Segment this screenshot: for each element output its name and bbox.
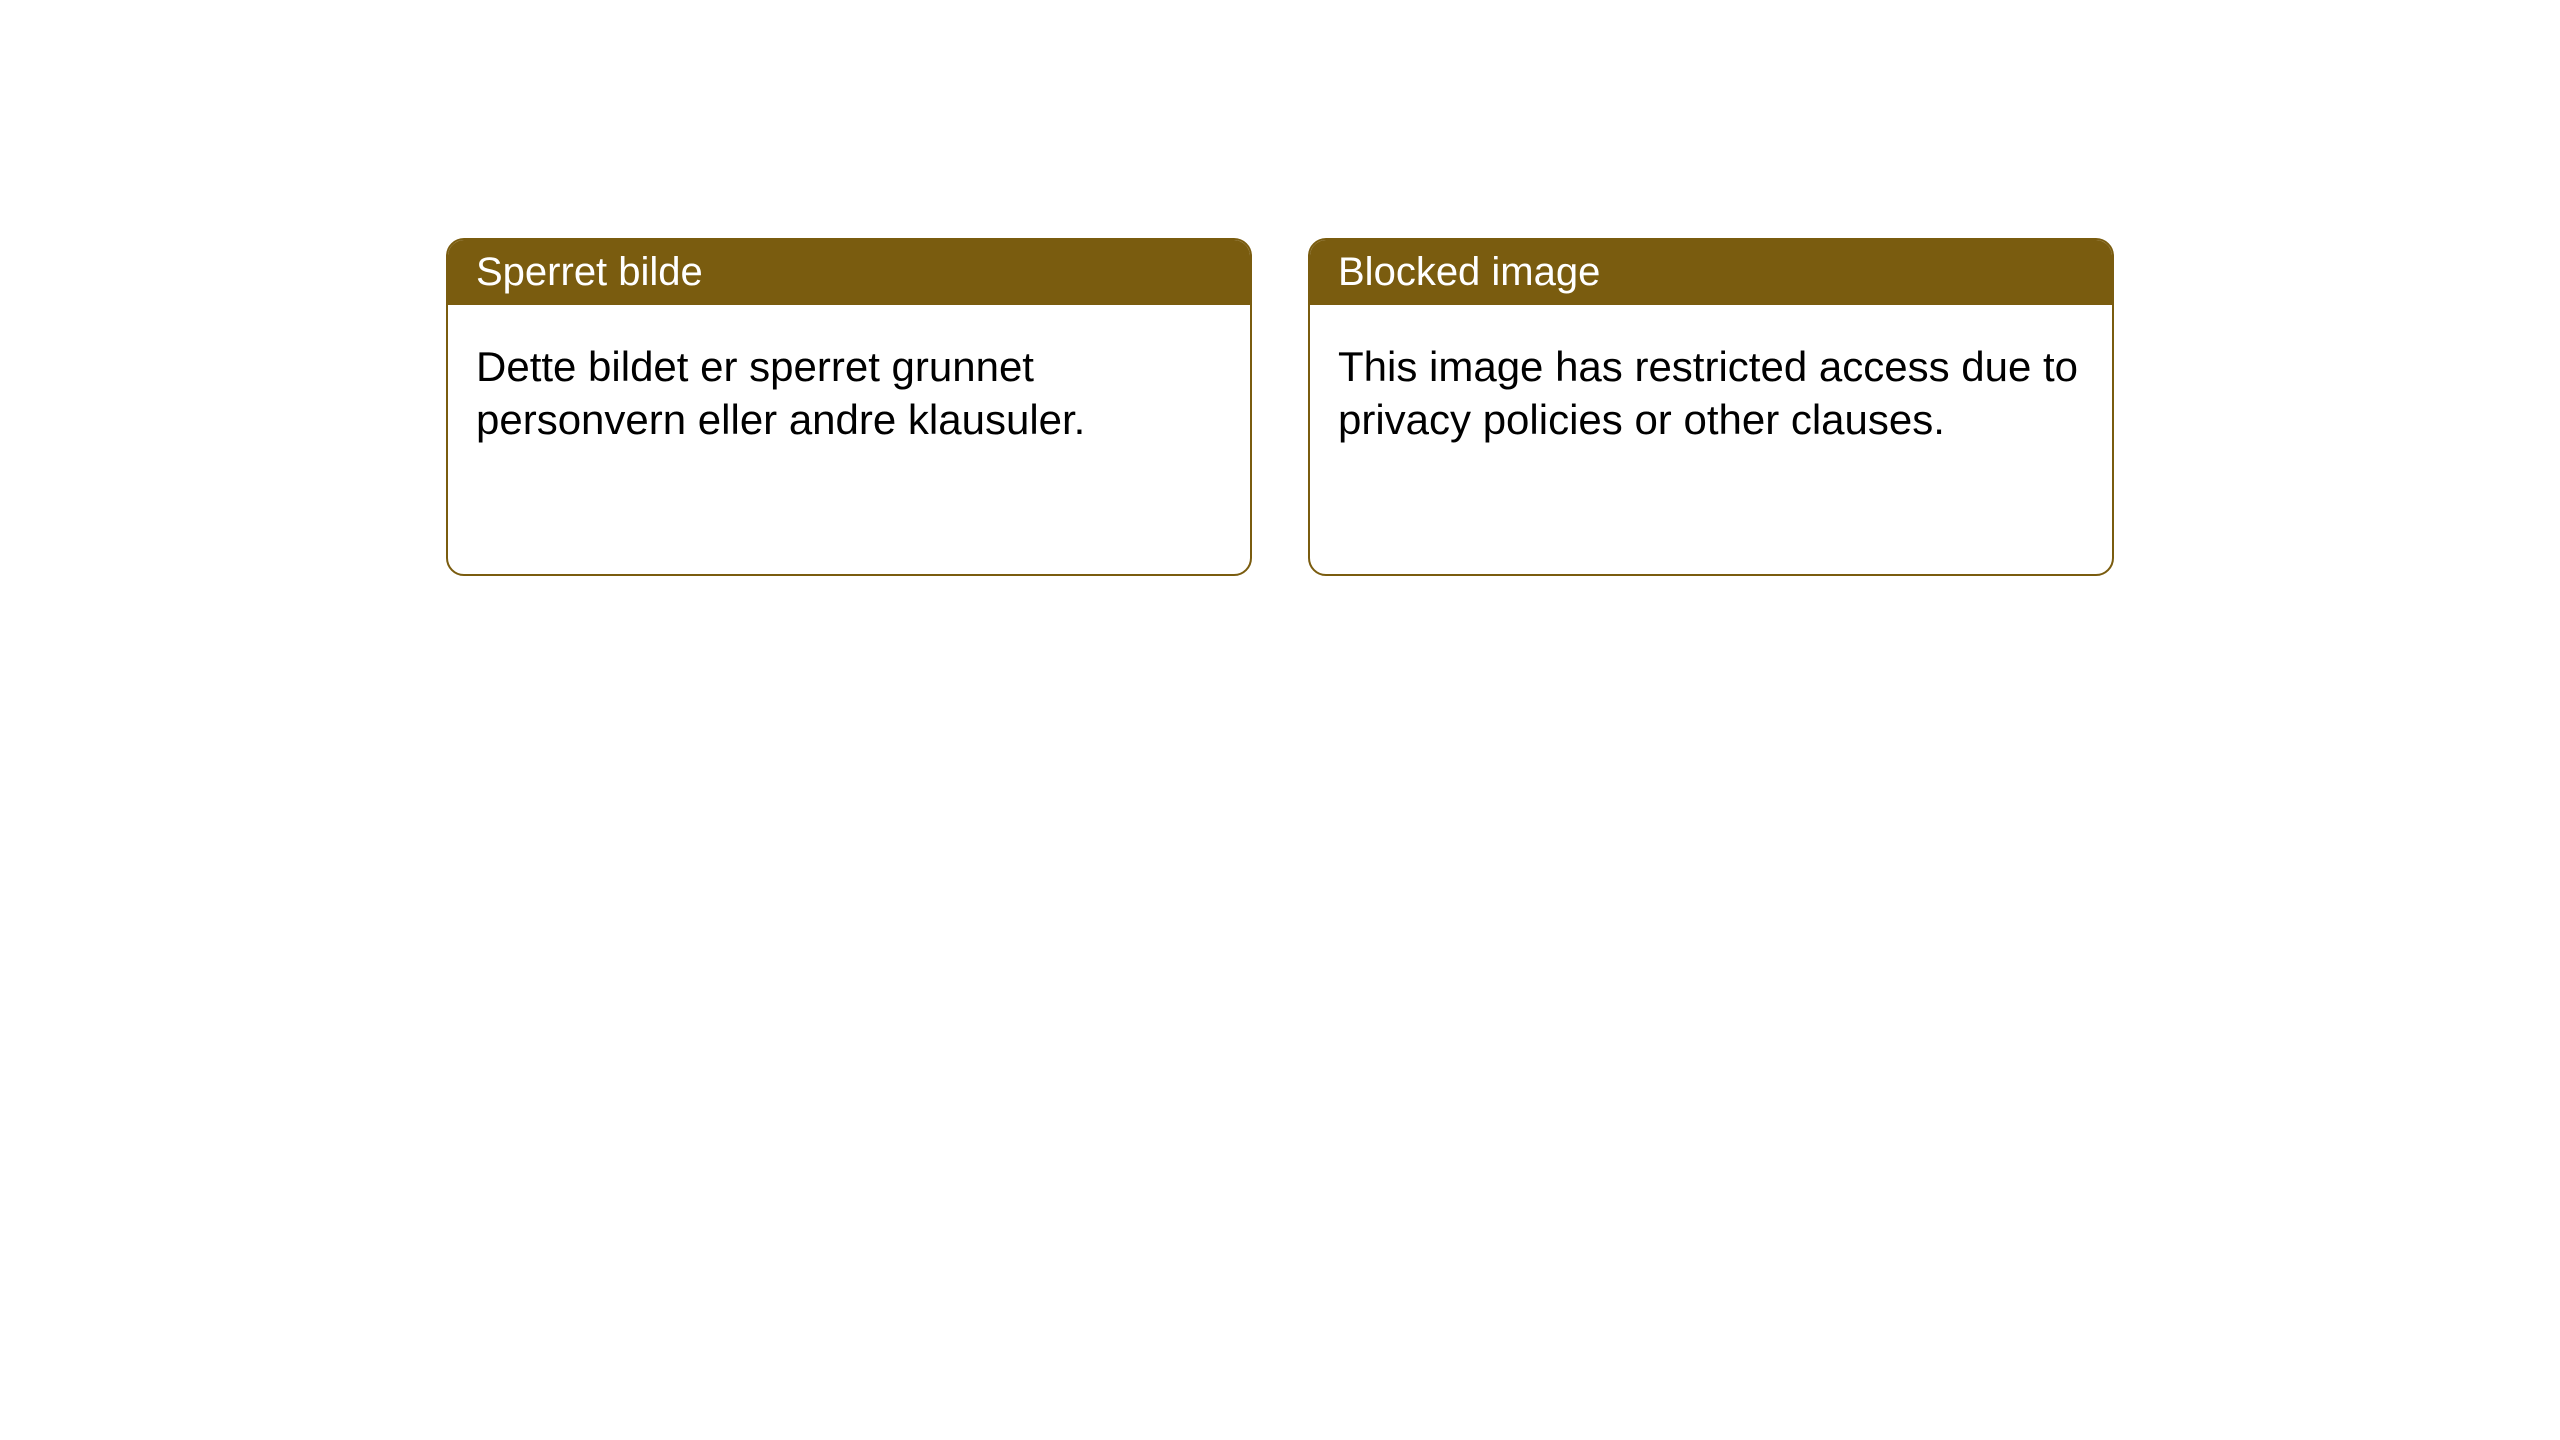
notice-body-norwegian: Dette bildet er sperret grunnet personve… xyxy=(448,305,1250,482)
notice-container: Sperret bilde Dette bildet er sperret gr… xyxy=(0,0,2560,576)
notice-title-english: Blocked image xyxy=(1310,240,2112,305)
notice-card-norwegian: Sperret bilde Dette bildet er sperret gr… xyxy=(446,238,1252,576)
notice-card-english: Blocked image This image has restricted … xyxy=(1308,238,2114,576)
notice-title-norwegian: Sperret bilde xyxy=(448,240,1250,305)
notice-body-english: This image has restricted access due to … xyxy=(1310,305,2112,482)
